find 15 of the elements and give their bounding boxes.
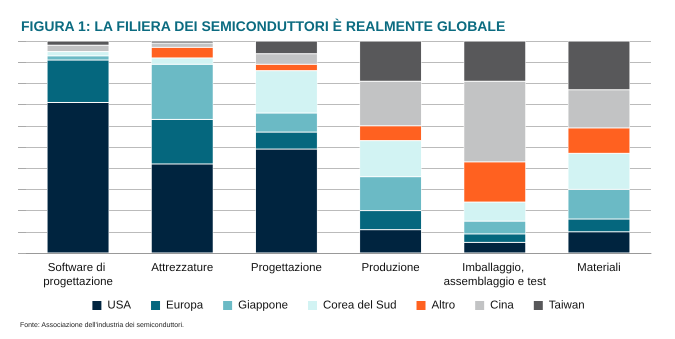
x-tick-label: Software di progettazione	[43, 262, 113, 288]
x-tick-label: Produzione	[361, 262, 420, 274]
legend-label: Giappone	[238, 300, 288, 312]
x-tick-label: Attrezzature	[151, 262, 214, 274]
x-tick-label: Progettazione	[250, 262, 322, 274]
legend-label: Taiwan	[548, 300, 585, 312]
x-tick-label: Imballaggio, assemblaggio e test	[444, 262, 547, 288]
legend-label: Europa	[166, 300, 204, 312]
chart-title: FIGURA 1: LA FILIERA DEI SEMICONDUTTORI È REALMENTE GLOBALE	[21, 18, 506, 34]
legend-label: Corea del Sud	[322, 300, 397, 312]
legend-label: Altro	[432, 300, 456, 312]
bar	[47, 45, 110, 52]
x-tick-label: Materiali	[577, 262, 621, 274]
legend-label: Cina	[490, 300, 514, 312]
legend-label: USA	[107, 300, 132, 312]
